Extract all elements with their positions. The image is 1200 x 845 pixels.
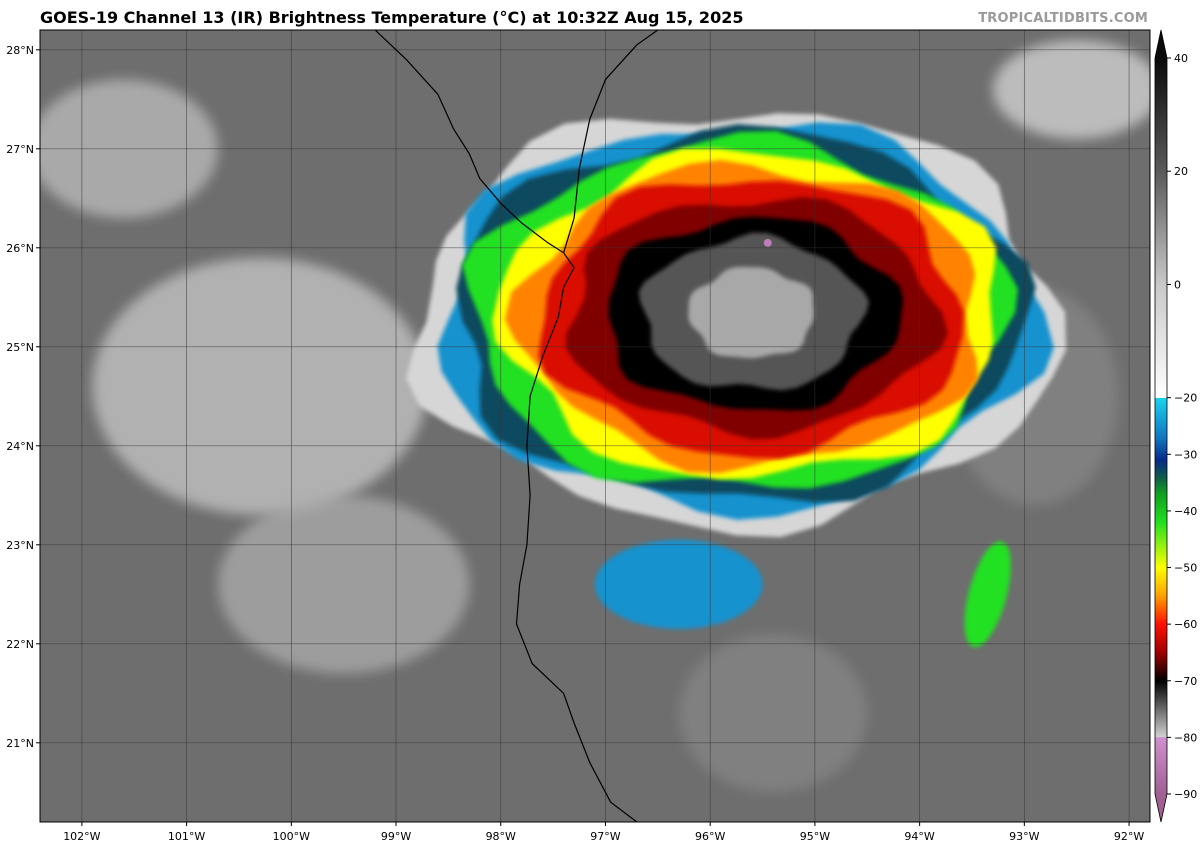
longitude-label: 97°W [590,830,620,843]
cloud-patch [92,257,428,516]
mexico-coastline [374,30,638,822]
latitude-label: 27°N [6,143,34,156]
latitude-label: 25°N [6,341,34,354]
convection-ring [688,266,814,359]
texas-coastline [563,30,659,253]
longitude-label: 102°W [63,830,100,843]
cloud-patch [218,495,470,674]
latitude-label: 21°N [6,737,34,750]
longitude-label: 92°W [1114,830,1144,843]
colorbar-tick-label: −60 [1174,618,1197,631]
temperature-colorbar: 40 20 0 −20 −30 −40 −50 −60 −70 −80 −90 [1154,29,1197,823]
colorbar-ticks: 40 20 0 −20 −30 −40 −50 −60 −70 −80 −90 [1167,52,1197,801]
colorbar-tick-label: −30 [1174,448,1197,461]
longitude-label: 94°W [904,830,934,843]
rain-band [964,541,1011,648]
longitude-label: 93°W [1009,830,1039,843]
colorbar-tick-label: −50 [1174,562,1197,575]
coldest-cloud-top [763,238,772,247]
cloud-patch [678,633,868,793]
map-area [40,30,1150,822]
longitude-labels: 102°W 101°W 100°W 99°W 98°W 97°W 96°W 95°W 94°W 9… [63,822,1144,843]
source-watermark: TROPICALTIDBITS.COM [978,11,1148,26]
coastline [374,30,659,822]
latitude-label: 28°N [6,44,34,57]
colorbar-tick-label: 0 [1174,278,1181,291]
latitude-label: 26°N [6,242,34,255]
latitude-label: 23°N [6,539,34,552]
colorbar-tick-label: −70 [1174,675,1197,688]
colorbar-tick-label: 40 [1174,52,1188,65]
map-frame [39,29,1151,823]
colorbar-tick-label: −80 [1174,731,1197,744]
latitude-label: 24°N [6,440,34,453]
storm-convection [406,113,1066,648]
longitude-label: 100°W [273,830,310,843]
colorbar-tick-label: −90 [1174,788,1197,801]
page-title: GOES-19 Channel 13 (IR) Brightness Tempe… [40,8,744,27]
longitude-label: 96°W [695,830,725,843]
colorbar-tick-label: −40 [1174,505,1197,518]
colorbar-tick-label: 20 [1174,165,1188,178]
colorbar-body [1154,29,1168,823]
longitude-label: 95°W [800,830,830,843]
longitude-label: 98°W [486,830,516,843]
longitude-label: 99°W [381,830,411,843]
lat-lon-grid [40,30,1150,822]
outflow-cloud-band [595,539,763,629]
cloud-patch [992,39,1150,139]
latitude-labels: 28°N 27°N 26°N 25°N 24°N 23°N 22°N 21°N [6,44,40,750]
latitude-label: 22°N [6,638,34,651]
longitude-label: 101°W [168,830,205,843]
colorbar-tick-label: −20 [1174,392,1197,405]
